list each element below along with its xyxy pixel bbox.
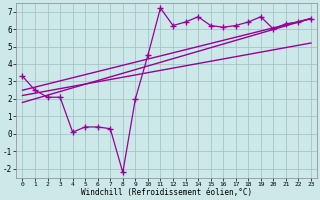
X-axis label: Windchill (Refroidissement éolien,°C): Windchill (Refroidissement éolien,°C) xyxy=(81,188,252,197)
